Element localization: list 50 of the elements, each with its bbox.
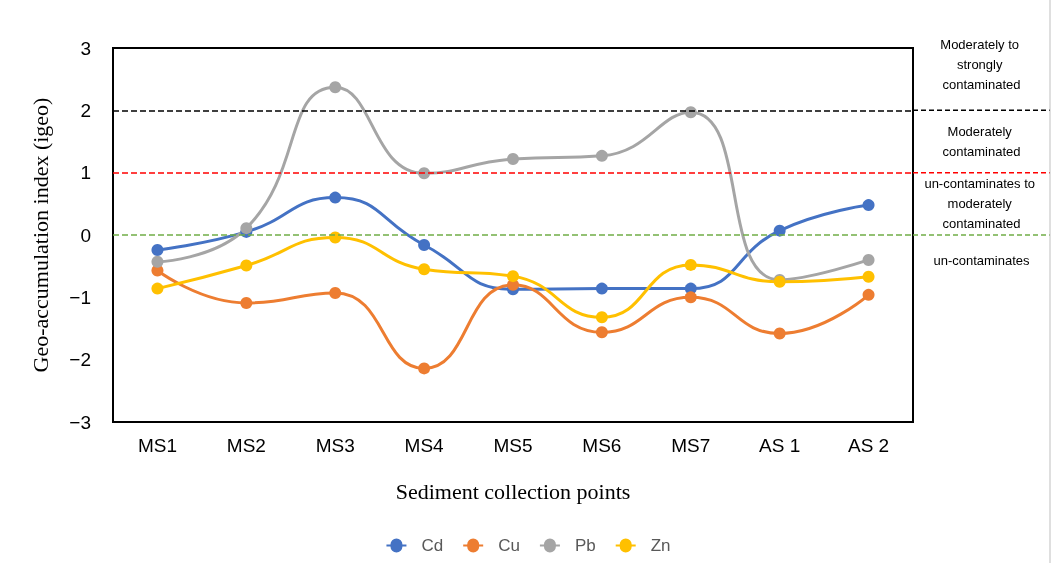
x-tick-label: MS7: [671, 435, 711, 456]
point: [684, 291, 697, 304]
point: [684, 258, 697, 271]
point: [595, 149, 608, 162]
point: [595, 282, 608, 295]
point: [418, 238, 431, 251]
y-tick-label: 1: [80, 162, 91, 184]
x-tick-label: MS4: [404, 435, 445, 456]
point: [595, 311, 608, 324]
ref-line-label: Moderately contaminated: [942, 124, 1021, 159]
x-tick-label: MS1: [137, 435, 177, 456]
point: [240, 259, 253, 272]
point: [329, 286, 342, 299]
point: [418, 362, 431, 375]
y-tick-label: 0: [80, 224, 91, 246]
y-tick-label: 3: [80, 37, 91, 59]
point: [151, 255, 164, 268]
point: [418, 263, 431, 276]
point: [151, 243, 164, 256]
x-axis-title: Sediment collection points: [395, 478, 631, 504]
x-tick-label: MS3: [315, 435, 355, 456]
text: un-contaminates: [933, 252, 1031, 268]
point: [595, 326, 608, 339]
y-tick-label: −1: [69, 286, 91, 308]
point: [240, 296, 253, 309]
y-tick-label: −3: [69, 411, 91, 433]
y-tick-label: 2: [80, 99, 91, 121]
x-tick-label: AS 2: [847, 435, 890, 456]
point: [151, 282, 164, 295]
point: [773, 327, 786, 340]
point: [862, 288, 875, 301]
ref-line-label: Moderately to strongly contaminated: [940, 36, 1023, 92]
ref-line-label: un-contaminates to moderately contaminated: [924, 176, 1039, 232]
point: [862, 199, 875, 212]
legend-label: Cd: [421, 536, 444, 555]
y-tick-label: −2: [69, 349, 91, 371]
x-tick-label: MS6: [582, 435, 622, 456]
x-tick-label: AS 1: [759, 435, 801, 456]
point: [329, 191, 342, 204]
legend-label: Zn: [650, 536, 671, 555]
y-axis-title: Geo-accumulation index (igeo): [27, 97, 53, 373]
legend-label: Cu: [498, 536, 520, 555]
legend-label: Pb: [574, 536, 596, 555]
point: [329, 81, 342, 94]
point: [507, 270, 519, 283]
point: [862, 253, 875, 266]
x-tick-label: MS2: [226, 435, 266, 456]
point: [507, 152, 519, 165]
point: [862, 270, 875, 283]
x-tick-label: MS5: [493, 435, 533, 456]
